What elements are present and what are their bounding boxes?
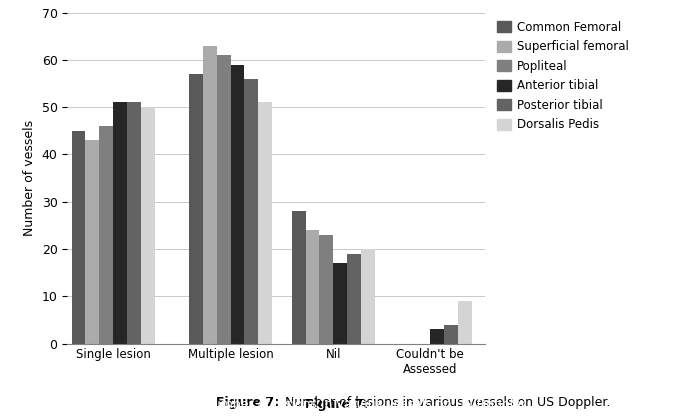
Bar xyxy=(444,325,458,344)
Legend: Common Femoral, Superficial femoral, Popliteal, Anterior tibial, Posterior tibia: Common Femoral, Superficial femoral, Pop… xyxy=(495,18,631,134)
Text: Number of lesions in various vessels on US Doppler.: Number of lesions in various vessels on … xyxy=(281,396,610,409)
Text: Figure 7:: Figure 7: xyxy=(216,396,279,409)
Y-axis label: Number of vessels: Number of vessels xyxy=(23,120,36,236)
Bar xyxy=(430,329,444,344)
Bar xyxy=(291,211,306,344)
Bar xyxy=(306,230,320,344)
Bar xyxy=(100,126,113,344)
Bar xyxy=(203,46,217,344)
Bar xyxy=(361,249,375,344)
Bar xyxy=(244,79,258,344)
Bar xyxy=(189,74,203,344)
Bar xyxy=(458,301,472,344)
Bar xyxy=(141,107,155,344)
Text: Figure 7: Number of lesions in various vessels on US Doppler.: Figure 7: Number of lesions in various v… xyxy=(145,398,528,411)
Bar xyxy=(85,140,100,344)
Bar xyxy=(127,102,141,344)
Bar xyxy=(320,235,333,344)
Bar xyxy=(333,263,347,344)
Bar xyxy=(347,254,361,344)
Bar xyxy=(71,131,85,344)
Bar xyxy=(217,55,231,344)
Bar xyxy=(231,65,244,344)
Bar xyxy=(113,102,127,344)
Bar xyxy=(258,102,273,344)
Text: Figure 7:: Figure 7: xyxy=(305,398,368,411)
